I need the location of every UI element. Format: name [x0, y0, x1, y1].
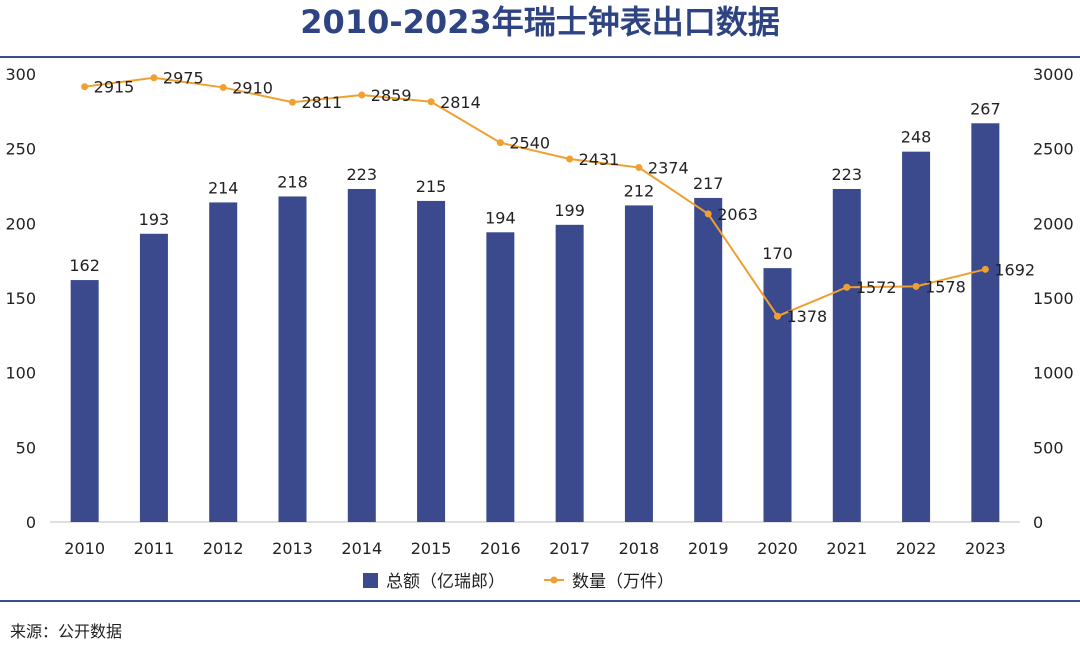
bar: [832, 188, 861, 522]
line-value-label: 2374: [648, 158, 689, 177]
bar: [763, 268, 792, 522]
x-tick-label: 2020: [757, 539, 798, 558]
line-point: [566, 155, 574, 163]
left-axis-tick-label: 150: [5, 289, 36, 308]
x-tick-label: 2019: [688, 539, 729, 558]
line-point: [704, 210, 712, 218]
bar: [971, 123, 1000, 522]
bar-value-label: 162: [69, 256, 100, 275]
right-axis-tick-label: 2000: [1033, 214, 1074, 233]
x-tick-label: 2012: [203, 539, 244, 558]
bar-value-label: 193: [139, 210, 170, 229]
bar: [417, 200, 446, 522]
line-value-label: 1572: [856, 278, 897, 297]
line-point: [496, 139, 504, 147]
legend-bar-label: 总额（亿瑞郎）: [386, 572, 505, 592]
right-axis-tick-label: 0: [1033, 513, 1043, 532]
x-tick-label: 2014: [341, 539, 382, 558]
line-point: [635, 163, 643, 171]
bar: [347, 188, 376, 522]
right-axis-tick-label: 3000: [1033, 65, 1074, 84]
line-point: [912, 282, 920, 290]
line-point: [289, 98, 296, 106]
line-value-label: 2811: [302, 93, 343, 112]
right-axis-tick-label: 500: [1033, 438, 1064, 457]
line-value-label: 2915: [94, 78, 135, 97]
bar-value-label: 248: [901, 128, 932, 147]
line-point: [81, 83, 89, 91]
line-value-label: 2814: [440, 93, 481, 112]
bar-value-label: 212: [624, 181, 655, 200]
bar-value-label: 214: [208, 178, 239, 197]
bar: [70, 280, 99, 522]
bar: [624, 205, 653, 522]
bar-value-label: 199: [554, 201, 585, 220]
left-axis-tick-label: 0: [26, 513, 36, 532]
line-value-label: 2063: [717, 205, 758, 224]
bar-value-label: 223: [832, 165, 863, 184]
right-axis-tick-label: 2500: [1033, 140, 1074, 159]
bar: [902, 151, 931, 523]
line-point: [843, 283, 851, 291]
bar: [694, 197, 723, 523]
line-value-label: 2975: [163, 69, 204, 88]
line-value-label: 2431: [579, 150, 620, 169]
line-point: [358, 91, 366, 99]
x-tick-label: 2010: [64, 539, 105, 558]
line-value-label: 1692: [994, 260, 1035, 279]
x-tick-label: 2023: [965, 539, 1006, 558]
bar: [139, 233, 168, 522]
line-point: [219, 83, 227, 91]
bar-value-label: 267: [970, 99, 1001, 118]
legend-line-marker: [550, 576, 558, 584]
bar-value-label: 218: [277, 172, 308, 191]
line-value-label: 1378: [787, 307, 828, 326]
x-tick-label: 2016: [480, 539, 521, 558]
line-point: [981, 265, 989, 273]
top-divider: [0, 56, 1080, 58]
x-tick-label: 2018: [619, 539, 660, 558]
chart-title: 2010-2023年瑞士钟表出口数据: [300, 3, 780, 41]
line-point: [774, 312, 781, 320]
x-tick-label: 2011: [134, 539, 175, 558]
line-point: [150, 74, 158, 82]
line-value-label: 2910: [232, 78, 273, 97]
bar: [486, 232, 515, 522]
line-value-label: 2540: [509, 134, 550, 153]
line-series: [84, 76, 986, 318]
legend-bar-swatch: [363, 573, 378, 588]
bar: [555, 224, 584, 522]
bar-value-label: 194: [485, 208, 516, 227]
chart: 0501001502002503000500100015002000250030…: [5, 65, 1074, 592]
left-axis-tick-label: 50: [16, 438, 36, 457]
x-tick-label: 2015: [411, 539, 452, 558]
bar-value-label: 215: [416, 177, 447, 196]
left-axis-tick-label: 100: [5, 364, 36, 383]
bar-value-label: 223: [347, 165, 378, 184]
bottom-divider: [0, 600, 1080, 602]
legend-line-label: 数量（万件）: [572, 572, 674, 592]
bar-value-label: 217: [693, 174, 724, 193]
line-point: [427, 98, 435, 106]
left-axis-tick-label: 300: [5, 65, 36, 84]
bar: [209, 202, 238, 522]
line-value-label: 2859: [371, 86, 412, 105]
x-tick-label: 2021: [826, 539, 867, 558]
x-tick-label: 2022: [896, 539, 937, 558]
left-axis-tick-label: 250: [5, 140, 36, 159]
x-tick-label: 2013: [272, 539, 313, 558]
left-axis-tick-label: 200: [5, 214, 36, 233]
right-axis-tick-label: 1000: [1033, 364, 1074, 383]
x-tick-label: 2017: [549, 539, 590, 558]
line-value-label: 1578: [925, 277, 966, 296]
bar-value-label: 170: [762, 244, 793, 263]
bar: [278, 196, 307, 522]
right-axis-tick-label: 1500: [1033, 289, 1074, 308]
source-note: 来源：公开数据: [10, 622, 123, 641]
